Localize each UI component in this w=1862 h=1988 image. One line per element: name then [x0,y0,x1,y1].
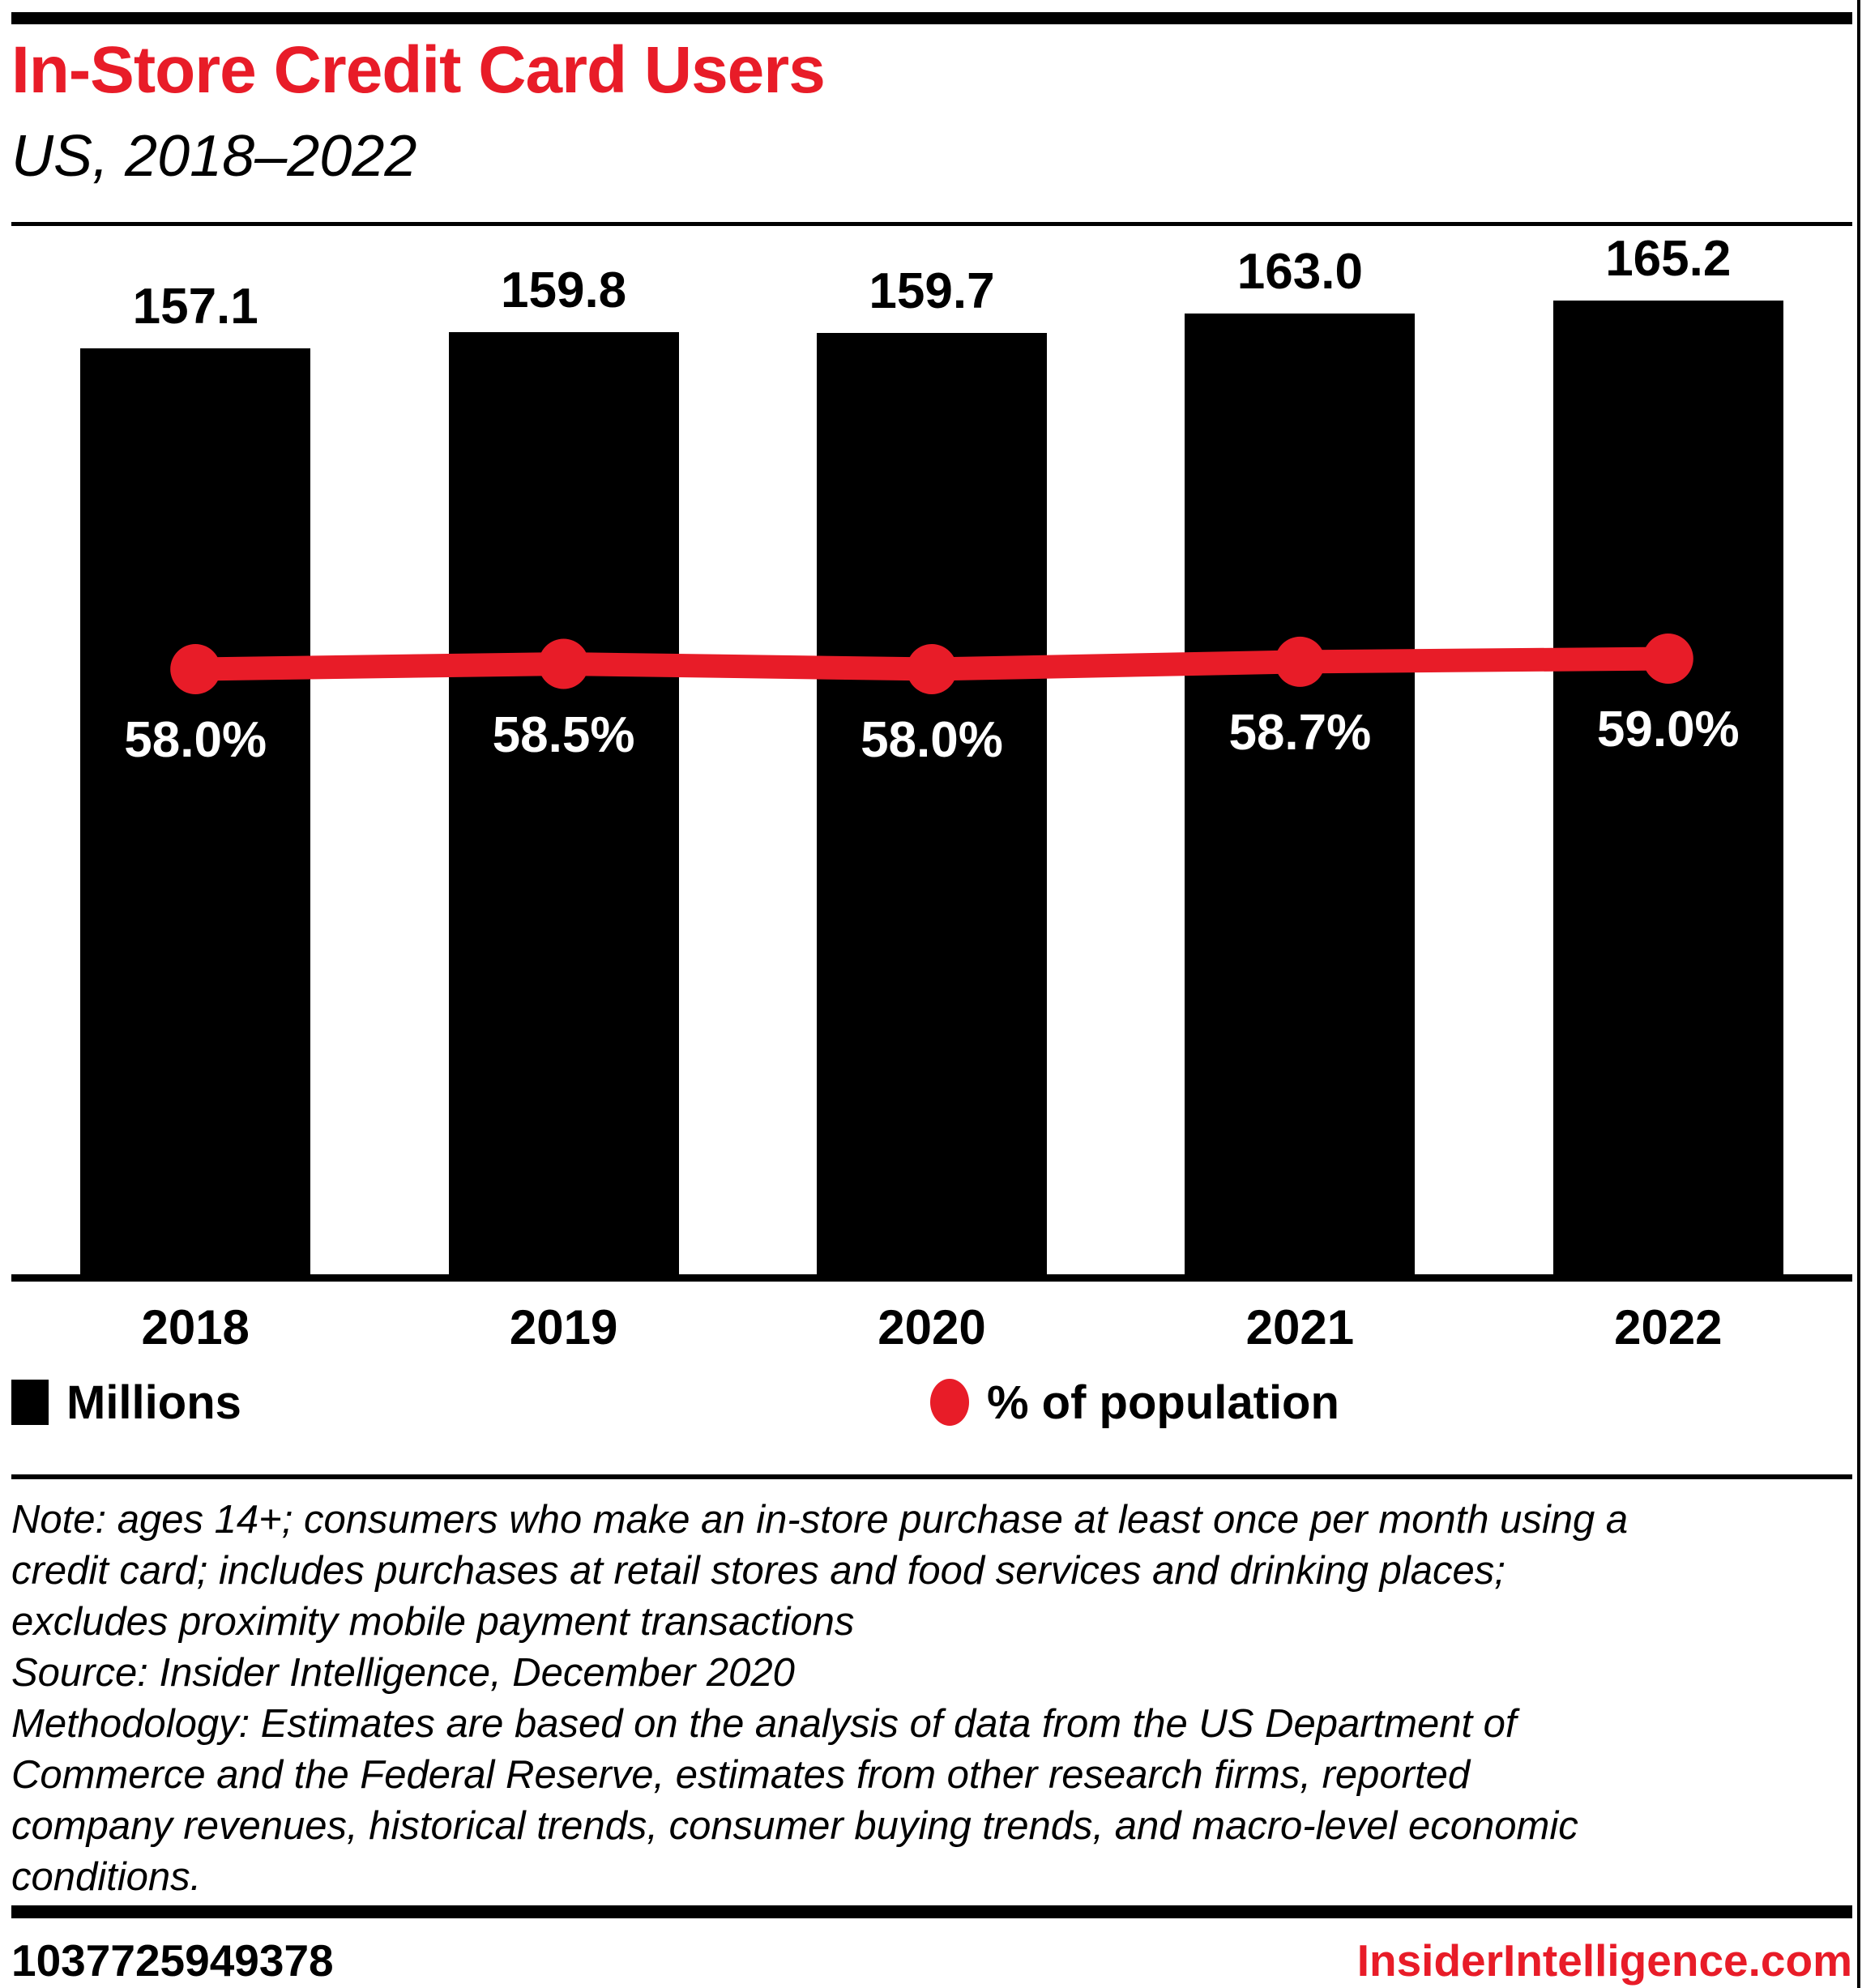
legend-label-percent-population: % of population [987,1376,1339,1429]
bar-2018 [80,348,311,1274]
x-axis-label-2021: 2021 [1245,1300,1355,1354]
note-line: conditions. [11,1855,202,1899]
legend-item-percent-population: % of population [930,1376,1339,1429]
line-value-label-2022: 59.0% [1596,702,1740,757]
x-axis-label-2019: 2019 [509,1300,618,1354]
footer-chart-id: 1037725949378 [11,1935,334,1986]
line-value-label-2019: 58.5% [492,706,635,763]
note-line: Source: Insider Intelligence, December 2… [11,1651,795,1695]
line-dot-2018 [170,644,221,694]
bar-series-swatch-icon [11,1380,49,1425]
footer-divider-bar [11,1905,1852,1918]
line-dot-2020 [907,644,957,694]
right-edge-border [1857,0,1860,1988]
x-axis-line [11,1274,1852,1282]
line-dot-2021 [1275,636,1326,687]
line-value-label-2021: 58.7% [1228,704,1372,761]
x-axis-label-2018: 2018 [141,1300,250,1354]
note-line: Note: ages 14+; consumers who make an in… [11,1498,1629,1542]
line-value-label-2020: 58.0% [861,712,1003,768]
line-series-dot-icon [930,1379,969,1426]
bar-2020 [817,333,1047,1274]
note-line: excludes proximity mobile payment transa… [11,1600,855,1644]
note-block: Note: ages 14+; consumers who make an in… [11,1495,1852,1903]
legend-label-millions: Millions [66,1376,241,1429]
title-divider-line [11,222,1852,226]
note-divider-line [11,1474,1852,1479]
note-line: company revenues, historical trends, con… [11,1804,1578,1848]
bar-2019 [448,332,679,1274]
plot-area: 157.1 159.8 159.7 163.0 165.2 58.0% 58.5% 58.0%… [11,231,1852,1274]
chart-subtitle: US, 2018–2022 [11,124,417,189]
note-line: Commerce and the Federal Reserve, estima… [11,1753,1471,1797]
chart-title: In-Store Credit Card Users [11,33,826,107]
percent-population-line [170,634,1693,694]
bar-2022 [1552,301,1783,1274]
legend-item-millions: Millions [11,1376,241,1429]
line-value-label-2018: 58.0% [124,712,267,768]
x-axis-label-2020: 2020 [878,1300,986,1354]
line-dot-2019 [538,638,589,689]
bar-2021 [1185,314,1416,1274]
bar-value-label-2019: 159.8 [501,262,627,318]
line-dot-2022 [1642,634,1693,684]
x-axis-label-2022: 2022 [1614,1300,1723,1354]
note-line: credit card; includes purchases at retai… [11,1549,1505,1593]
footer-site-link[interactable]: InsiderIntelligence.com [1356,1935,1852,1986]
bar-value-label-2020: 159.7 [869,263,995,319]
bar-value-label-2018: 157.1 [132,279,258,335]
note-line: Methodology: Estimates are based on the … [11,1702,1517,1746]
bar-value-label-2022: 165.2 [1605,231,1732,287]
x-axis-labels: 2018 2019 2020 2021 2022 [11,1299,1852,1356]
top-accent-bar [11,12,1852,24]
bar-value-label-2021: 163.0 [1236,244,1363,300]
